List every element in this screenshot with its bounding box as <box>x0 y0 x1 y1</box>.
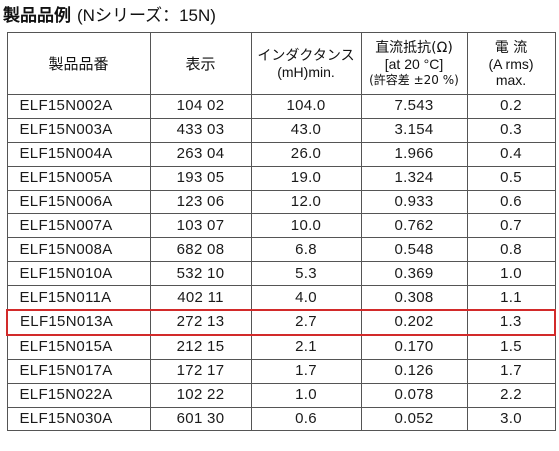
inductance-cell: 104.0 <box>250 94 362 119</box>
table-row: ELF15N008A 682 08 6.8 0.548 0.8 <box>6 237 556 263</box>
resistance-cell: 0.170 <box>360 334 468 360</box>
current-cell: 0.6 <box>466 189 556 215</box>
inductance-cell: 2.7 <box>250 309 362 336</box>
current-cell: 1.3 <box>466 309 556 336</box>
inductance-cell: 2.1 <box>250 334 362 360</box>
display-code-cell: 433 03 <box>149 117 252 143</box>
table-row-highlighted: ELF15N013A 272 13 2.7 0.202 1.3 <box>6 309 556 336</box>
part-number-cell: ELF15N003A <box>6 117 151 143</box>
part-number-cell: ELF15N005A <box>6 165 151 191</box>
current-cell: 1.7 <box>466 358 556 384</box>
table-row: ELF15N006A 123 06 12.0 0.933 0.6 <box>6 189 556 215</box>
resistance-cell: 0.078 <box>360 382 468 408</box>
resistance-cell: 3.154 <box>360 117 468 143</box>
inductance-cell: 5.3 <box>250 261 362 287</box>
display-code-cell: 272 13 <box>149 309 252 336</box>
display-code-cell: 402 11 <box>149 285 252 311</box>
current-cell: 1.1 <box>466 285 556 311</box>
inductance-cell: 19.0 <box>250 165 362 191</box>
resistance-cell: 0.369 <box>360 261 468 287</box>
current-cell: 2.2 <box>466 382 556 408</box>
display-code-cell: 103 07 <box>149 213 252 239</box>
inductance-cell: 1.0 <box>250 382 362 408</box>
current-cell: 0.3 <box>466 117 556 143</box>
display-code-cell: 601 30 <box>149 406 252 432</box>
part-number-cell: ELF15N011A <box>6 285 151 311</box>
inductance-cell: 10.0 <box>250 213 362 239</box>
part-number-cell: ELF15N008A <box>6 237 151 263</box>
header-dc-resistance: 直流抵抗(Ω) [at 20 °C] (許容差 ±20 %) <box>360 32 468 95</box>
table-row: ELF15N004A 263 04 26.0 1.966 0.4 <box>6 141 556 167</box>
part-number-cell: ELF15N002A <box>6 94 151 119</box>
resistance-cell: 0.308 <box>360 285 468 311</box>
page-title: 製品品例 (Nシリーズ：15N) <box>3 3 216 29</box>
part-number-cell: ELF15N022A <box>6 382 151 408</box>
table-row: ELF15N003A 433 03 43.0 3.154 0.3 <box>6 117 556 143</box>
current-cell: 0.8 <box>466 237 556 263</box>
display-code-cell: 682 08 <box>149 237 252 263</box>
resistance-cell: 0.126 <box>360 358 468 384</box>
inductance-cell: 12.0 <box>250 189 362 215</box>
header-inductance: インダクタンス (mH)min. <box>250 32 362 95</box>
table-row: ELF15N011A 402 11 4.0 0.308 1.1 <box>6 285 556 311</box>
inductance-cell: 1.7 <box>250 358 362 384</box>
resistance-cell: 0.933 <box>360 189 468 215</box>
product-spec-table: 製品品番 表示 インダクタンス (mH)min. 直流抵抗(Ω) [at 20 … <box>6 32 556 432</box>
table-row: ELF15N022A 102 22 1.0 0.078 2.2 <box>6 382 556 408</box>
inductance-cell: 26.0 <box>250 141 362 167</box>
current-cell: 1.5 <box>466 334 556 360</box>
display-code-cell: 104 02 <box>149 94 252 119</box>
header-part-number: 製品品番 <box>6 32 151 95</box>
title-series: (Nシリーズ：15N) <box>77 6 216 25</box>
resistance-cell: 1.324 <box>360 165 468 191</box>
title-main: 製品品例 <box>3 6 71 26</box>
current-cell: 0.2 <box>466 94 556 119</box>
resistance-cell: 1.966 <box>360 141 468 167</box>
part-number-cell: ELF15N015A <box>6 334 151 360</box>
table-row: ELF15N010A 532 10 5.3 0.369 1.0 <box>6 261 556 287</box>
inductance-cell: 6.8 <box>250 237 362 263</box>
part-number-cell: ELF15N010A <box>6 261 151 287</box>
part-number-cell: ELF15N006A <box>6 189 151 215</box>
display-code-cell: 193 05 <box>149 165 252 191</box>
table-row: ELF15N030A 601 30 0.6 0.052 3.0 <box>6 406 556 432</box>
inductance-cell: 4.0 <box>250 285 362 311</box>
resistance-cell: 0.052 <box>360 406 468 432</box>
resistance-cell: 0.548 <box>360 237 468 263</box>
display-code-cell: 102 22 <box>149 382 252 408</box>
inductance-cell: 43.0 <box>250 117 362 143</box>
table-row: ELF15N002A 104 02 104.0 7.543 0.2 <box>6 94 556 119</box>
table-row: ELF15N015A 212 15 2.1 0.170 1.5 <box>6 334 556 360</box>
resistance-cell: 0.762 <box>360 213 468 239</box>
display-code-cell: 532 10 <box>149 261 252 287</box>
current-cell: 0.4 <box>466 141 556 167</box>
display-code-cell: 212 15 <box>149 334 252 360</box>
display-code-cell: 263 04 <box>149 141 252 167</box>
table-row: ELF15N005A 193 05 19.0 1.324 0.5 <box>6 165 556 191</box>
display-code-cell: 172 17 <box>149 358 252 384</box>
part-number-cell: ELF15N004A <box>6 141 151 167</box>
part-number-cell: ELF15N017A <box>6 358 151 384</box>
resistance-cell: 7.543 <box>360 94 468 119</box>
part-number-cell: ELF15N013A <box>6 309 151 336</box>
header-current: 電 流 (A rms) max. <box>466 32 556 95</box>
part-number-cell: ELF15N007A <box>6 213 151 239</box>
resistance-cell: 0.202 <box>360 309 468 336</box>
table-body: ELF15N002A 104 02 104.0 7.543 0.2 ELF15N003A 4… <box>6 94 556 432</box>
inductance-cell: 0.6 <box>250 406 362 432</box>
table-row: ELF15N017A 172 17 1.7 0.126 1.7 <box>6 358 556 384</box>
part-number-cell: ELF15N030A <box>6 406 151 432</box>
display-code-cell: 123 06 <box>149 189 252 215</box>
current-cell: 1.0 <box>466 261 556 287</box>
table-row: ELF15N007A 103 07 10.0 0.762 0.7 <box>6 213 556 239</box>
table-header-row: 製品品番 表示 インダクタンス (mH)min. 直流抵抗(Ω) [at 20 … <box>6 32 556 95</box>
header-display: 表示 <box>149 32 252 95</box>
current-cell: 0.5 <box>466 165 556 191</box>
current-cell: 0.7 <box>466 213 556 239</box>
current-cell: 3.0 <box>466 406 556 432</box>
